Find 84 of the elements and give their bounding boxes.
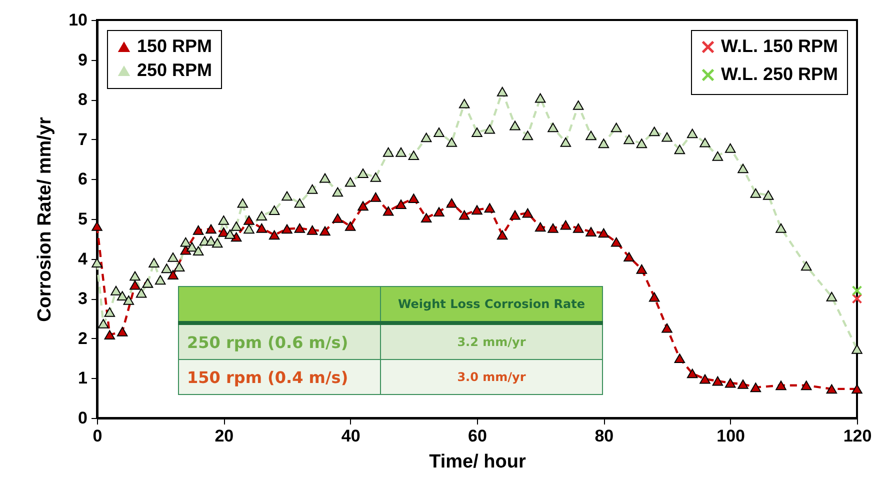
legend-label: 250 RPM	[137, 60, 212, 80]
point	[320, 226, 330, 236]
point	[168, 270, 178, 280]
point	[332, 213, 344, 223]
point	[496, 230, 508, 240]
x-axis-title: Time/ hour	[429, 452, 526, 472]
point	[712, 376, 724, 386]
point	[92, 221, 102, 231]
point	[282, 224, 292, 234]
point	[738, 379, 748, 389]
point	[674, 354, 686, 364]
y-tick-label: 10	[68, 10, 88, 30]
point	[358, 201, 368, 211]
x-tick-label: 80	[594, 426, 614, 446]
point	[852, 293, 862, 304]
point	[256, 223, 268, 233]
point	[244, 215, 254, 225]
point	[396, 200, 406, 209]
point	[560, 220, 572, 230]
x-tick-label: 100	[716, 426, 746, 446]
y-tick-label: 3	[78, 289, 88, 308]
x-tick-label: 60	[468, 426, 487, 446]
x-tick-label: 20	[214, 426, 234, 446]
point	[648, 292, 660, 302]
point	[268, 230, 280, 240]
legend-label: W.L. 150 RPM	[721, 36, 838, 56]
point	[510, 210, 520, 220]
legend-label: W.L. 250 RPM	[721, 64, 838, 84]
y-tick-label: 1	[78, 368, 88, 388]
point	[724, 378, 736, 388]
y-tick-label: 8	[78, 90, 88, 110]
y-tick-label: 7	[78, 130, 88, 149]
point	[522, 208, 534, 218]
annotation: 250 rpm (0.6 m/s)	[178, 323, 380, 360]
point	[534, 222, 546, 232]
point	[826, 384, 838, 394]
point	[662, 323, 672, 333]
y-tick-label: 5	[78, 210, 88, 228]
point	[180, 245, 192, 255]
point	[434, 207, 444, 217]
point	[572, 223, 584, 233]
y-tick-label: 4	[78, 249, 88, 268]
point	[776, 380, 786, 390]
y-axis-title: Corrosion Rate/ mm/yr	[34, 116, 56, 322]
point	[636, 264, 648, 274]
point	[610, 237, 622, 247]
point	[206, 224, 216, 234]
legend-label: 150 RPM	[137, 36, 212, 56]
point	[598, 228, 610, 238]
point	[852, 285, 862, 296]
point	[800, 380, 812, 390]
point	[116, 326, 128, 336]
point	[624, 252, 634, 262]
point	[344, 221, 356, 231]
point	[408, 194, 420, 204]
annotation: 3.2 mm/yr	[380, 323, 602, 360]
y-tick-label: 0	[78, 408, 88, 428]
point	[484, 203, 496, 213]
y-tick-label: 2	[78, 328, 88, 348]
point	[382, 206, 394, 216]
point	[586, 227, 596, 236]
x-tick-label: 0	[92, 426, 102, 446]
x-tick-label: 120	[843, 426, 872, 446]
point	[446, 198, 458, 208]
point	[306, 225, 318, 235]
point	[852, 384, 862, 394]
point	[130, 280, 140, 290]
point	[548, 223, 558, 233]
y-tick-label: 9	[78, 50, 88, 70]
annotation: 150 rpm (0.4 m/s)	[178, 360, 380, 394]
point	[370, 192, 382, 202]
point	[458, 210, 470, 220]
x-tick-label: 40	[341, 426, 360, 446]
annotation: 3.0 mm/yr	[380, 360, 602, 394]
point	[686, 368, 698, 378]
point	[472, 205, 482, 215]
point	[700, 374, 710, 384]
point	[420, 213, 432, 223]
point	[192, 225, 204, 235]
point	[294, 223, 306, 233]
annotation: Weight Loss Corrosion Rate	[380, 286, 602, 323]
point	[750, 382, 762, 392]
point	[104, 330, 116, 340]
y-tick-label: 6	[78, 170, 88, 189]
